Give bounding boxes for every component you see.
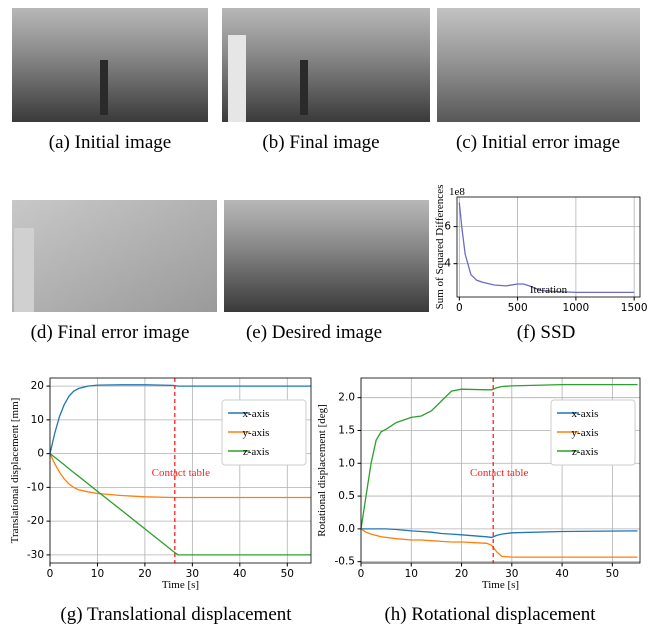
y-tick-label: 0.5 xyxy=(338,490,355,502)
caption: (h) Rotational displacement xyxy=(384,604,596,625)
photo xyxy=(222,8,430,122)
y-tick-label: -0.5 xyxy=(335,556,356,568)
photo xyxy=(437,8,640,122)
x-tick-label: 50 xyxy=(606,568,619,580)
y-tick-label: 0 xyxy=(37,448,44,460)
x-tick-label: 20 xyxy=(138,568,151,580)
x-tick-label: 1500 xyxy=(621,302,648,314)
y-axis-label: Rotational displacement [deg] xyxy=(316,404,328,537)
x-tick-label: 0 xyxy=(456,302,463,314)
legend-label: z-axis xyxy=(243,446,269,458)
caption: (b) Final image xyxy=(262,132,379,153)
y-tick-label: 0.0 xyxy=(338,523,355,535)
x-tick-label: 40 xyxy=(555,568,568,580)
annotation: Contact table xyxy=(152,467,210,479)
x-axis-label: Time [s] xyxy=(162,579,199,591)
axis-offset: 1e8 xyxy=(449,186,465,198)
legend-label: x-axis xyxy=(572,408,599,420)
y-tick-label: 1.0 xyxy=(338,457,355,469)
legend-label: y-axis xyxy=(572,427,599,439)
y-tick-label: 2.0 xyxy=(338,392,355,404)
caption: (a) Initial image xyxy=(49,132,171,153)
caption: (c) Initial error image xyxy=(456,132,620,153)
annotation: Contact table xyxy=(470,467,528,479)
y-tick-label: 10 xyxy=(31,414,44,426)
caption: (f) SSD xyxy=(517,322,576,343)
caption: (e) Desired image xyxy=(246,322,382,343)
x-tick-label: 10 xyxy=(91,568,104,580)
figure: (a) Initial image (b) Final image (c) Init… xyxy=(0,0,650,634)
x-axis-label: Iteration xyxy=(530,284,568,296)
y-tick-label: 1.5 xyxy=(338,424,355,436)
photo xyxy=(12,200,217,312)
x-tick-label: 10 xyxy=(405,568,418,580)
x-axis-label: Time [s] xyxy=(482,579,519,591)
x-tick-label: 500 xyxy=(508,302,528,314)
x-tick-label: 1000 xyxy=(563,302,590,314)
y-tick-label: 20 xyxy=(31,380,44,392)
x-tick-label: 50 xyxy=(281,568,294,580)
y-tick-label: -20 xyxy=(27,515,44,527)
y-tick-label: -30 xyxy=(27,549,44,561)
x-tick-label: 20 xyxy=(455,568,468,580)
photo xyxy=(12,8,208,122)
caption: (d) Final error image xyxy=(31,322,190,343)
legend-label: x-axis xyxy=(243,408,270,420)
photo xyxy=(224,200,429,312)
x-tick-label: 0 xyxy=(47,568,54,580)
caption: (g) Translational displacement xyxy=(60,604,292,625)
x-tick-label: 0 xyxy=(358,568,365,580)
legend-label: y-axis xyxy=(243,427,270,439)
legend-label: z-axis xyxy=(572,446,598,458)
y-axis-label: Translational displacement [mm] xyxy=(9,398,21,544)
x-tick-label: 40 xyxy=(233,568,246,580)
y-tick-label: -10 xyxy=(27,481,44,493)
y-axis-label: Sum of Squared Differences xyxy=(434,185,446,310)
